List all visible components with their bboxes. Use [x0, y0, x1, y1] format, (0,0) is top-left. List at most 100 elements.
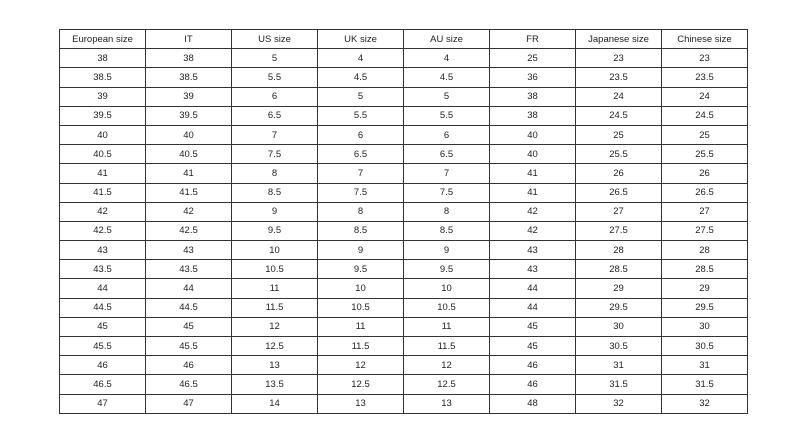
- table-cell: 44: [489, 278, 576, 299]
- table-cell: 30.5: [575, 335, 662, 357]
- table-cell: 6.5: [403, 144, 490, 165]
- table-cell: 23: [661, 48, 748, 69]
- table-cell: 8: [231, 163, 318, 184]
- table-cell: 43.5: [145, 259, 232, 280]
- table-row: 39.5 39.5 6.5 5.5 5.5 38 24.5 24.5: [59, 105, 748, 126]
- table-row: 46 46 13 12 12 46 31 31: [59, 355, 748, 376]
- table-row: 40 40 7 6 6 40 25 25: [59, 124, 748, 146]
- table-cell: 27.5: [661, 220, 748, 242]
- table-cell: 39: [145, 86, 232, 107]
- table-cell: 8: [317, 201, 404, 222]
- table-cell: 24.5: [575, 105, 662, 126]
- table-cell: 41: [489, 163, 576, 184]
- table-cell: 26.5: [575, 182, 662, 203]
- column-header: IT: [145, 28, 232, 50]
- table-cell: 38: [489, 105, 576, 126]
- table-cell: 11: [403, 316, 490, 338]
- table-cell: 12: [317, 355, 404, 376]
- table-cell: 5: [317, 86, 404, 107]
- table-cell: 26: [661, 163, 748, 184]
- table-cell: 47: [59, 393, 146, 414]
- table-cell: 43: [145, 240, 232, 261]
- table-cell: 25: [661, 124, 748, 146]
- table-row: 46.5 46.5 13.5 12.5 12.5 46 31.5 31.5: [59, 374, 748, 395]
- table-cell: 12.5: [317, 374, 404, 395]
- table-cell: 42: [145, 201, 232, 222]
- table-cell: 11.5: [231, 297, 318, 318]
- table-cell: 13: [403, 393, 490, 414]
- table-row: 38 38 5 4 4 25 23 23: [59, 48, 748, 69]
- table-cell: 40: [489, 144, 576, 165]
- table-cell: 7: [317, 163, 404, 184]
- table-cell: 7.5: [317, 182, 404, 203]
- table-cell: 25: [489, 48, 576, 69]
- table-cell: 24.5: [661, 105, 748, 126]
- table-cell: 5.5: [317, 105, 404, 126]
- table-cell: 30.5: [661, 335, 748, 357]
- table-cell: 29: [661, 278, 748, 299]
- table-cell: 12: [231, 316, 318, 338]
- table-cell: 41.5: [59, 182, 146, 203]
- table-cell: 46: [59, 355, 146, 376]
- table-cell: 10.5: [403, 297, 490, 318]
- table-cell: 7.5: [231, 144, 318, 165]
- table-cell: 14: [231, 393, 318, 414]
- table-cell: 45: [59, 316, 146, 338]
- table-cell: 10: [231, 240, 318, 261]
- table-cell: 13: [317, 393, 404, 414]
- table-cell: 8.5: [317, 220, 404, 242]
- table-cell: 43: [489, 240, 576, 261]
- table-cell: 42.5: [145, 220, 232, 242]
- table-cell: 27: [575, 201, 662, 222]
- table-cell: 4.5: [317, 67, 404, 88]
- table-cell: 4: [317, 48, 404, 69]
- table-cell: 45: [145, 316, 232, 338]
- table-cell: 42.5: [59, 220, 146, 242]
- table-cell: 11.5: [403, 335, 490, 357]
- table-cell: 6.5: [231, 105, 318, 126]
- table-cell: 41: [145, 163, 232, 184]
- column-header: Japanese size: [575, 28, 662, 50]
- table-cell: 40.5: [59, 144, 146, 165]
- table-cell: 5: [403, 86, 490, 107]
- table-cell: 46: [145, 355, 232, 376]
- table-cell: 5.5: [231, 67, 318, 88]
- table-cell: 41: [59, 163, 146, 184]
- table-cell: 6: [231, 86, 318, 107]
- table-cell: 24: [575, 86, 662, 107]
- table-row: 43 43 10 9 9 43 28 28: [59, 240, 748, 261]
- table-cell: 31: [661, 355, 748, 376]
- table-cell: 40.5: [145, 144, 232, 165]
- table-cell: 43.5: [59, 259, 146, 280]
- table-cell: 41.5: [145, 182, 232, 203]
- table-cell: 11: [317, 316, 404, 338]
- column-header: Chinese size: [661, 28, 748, 50]
- table-cell: 31.5: [575, 374, 662, 395]
- table-cell: 9.5: [317, 259, 404, 280]
- table-cell: 12.5: [231, 335, 318, 357]
- table-cell: 8.5: [403, 220, 490, 242]
- table-cell: 42: [489, 220, 576, 242]
- table-cell: 39.5: [145, 105, 232, 126]
- table-cell: 28.5: [575, 259, 662, 280]
- table-row: 40.5 40.5 7.5 6.5 6.5 40 25.5 25.5: [59, 144, 748, 165]
- table-cell: 11: [231, 278, 318, 299]
- table-row: 44.5 44.5 11.5 10.5 10.5 44 29.5 29.5: [59, 297, 748, 318]
- table-cell: 46.5: [145, 374, 232, 395]
- table-cell: 23.5: [575, 67, 662, 88]
- column-header: European size: [59, 28, 146, 50]
- table-cell: 29.5: [575, 297, 662, 318]
- table-row: 41 41 8 7 7 41 26 26: [59, 163, 748, 184]
- column-header: FR: [489, 28, 576, 50]
- table-cell: 47: [145, 393, 232, 414]
- table-row: 39 39 6 5 5 38 24 24: [59, 86, 748, 107]
- table-cell: 40: [59, 124, 146, 146]
- table-row: 45 45 12 11 11 45 30 30: [59, 316, 748, 338]
- table-row: 47 47 14 13 13 48 32 32: [59, 393, 748, 414]
- table-row: 43.5 43.5 10.5 9.5 9.5 43 28.5 28.5: [59, 259, 748, 280]
- table-cell: 5.5: [403, 105, 490, 126]
- table-cell: 12: [403, 355, 490, 376]
- table-cell: 39.5: [59, 105, 146, 126]
- table-cell: 10.5: [317, 297, 404, 318]
- table-cell: 13: [231, 355, 318, 376]
